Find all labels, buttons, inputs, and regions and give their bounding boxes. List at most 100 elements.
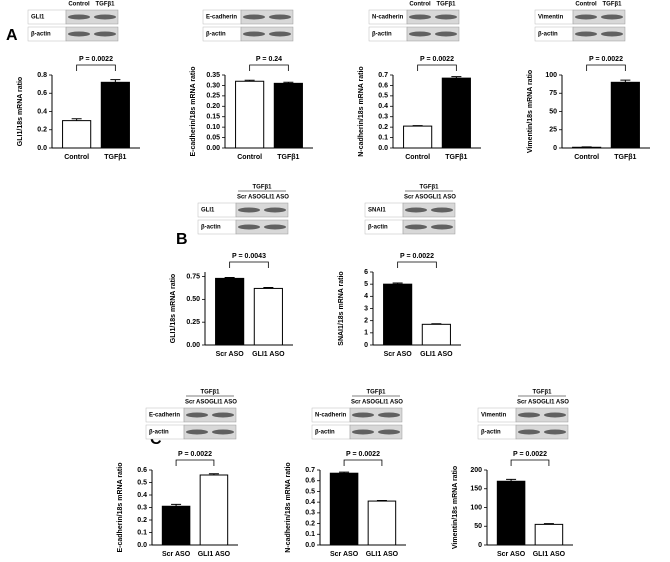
p-value: P = 0.0022 xyxy=(420,56,454,63)
panel-label: A xyxy=(6,27,18,44)
blot-lane-label: Scr ASO xyxy=(237,195,261,201)
y-tick-label: 0.2 xyxy=(305,520,315,527)
blot-row-label: β-actin xyxy=(372,32,392,38)
significance-bracket xyxy=(229,261,269,268)
y-tick-label: 0.35 xyxy=(206,72,220,79)
significance-bracket xyxy=(343,459,383,466)
y-tick-label: 0.25 xyxy=(186,319,200,326)
error-bar xyxy=(376,500,387,502)
blot-row-label: β-actin xyxy=(149,430,169,436)
blot-band xyxy=(243,14,265,20)
blot-band xyxy=(409,14,431,20)
error-bar xyxy=(263,287,274,289)
y-tick-label: 0 xyxy=(364,342,368,349)
blot-row-label: β-actin xyxy=(368,225,388,231)
x-tick-label: Control xyxy=(64,154,89,161)
blot-strip xyxy=(572,26,626,42)
y-axis-label: Vimentin/18s mRNA ratio xyxy=(452,466,459,549)
y-tick-label: 0.2 xyxy=(37,127,47,134)
blot-header: TGFβ1 xyxy=(201,390,221,396)
significance-bracket xyxy=(175,459,215,466)
blot-strip xyxy=(349,407,403,423)
y-tick-label: 100 xyxy=(545,72,557,79)
y-tick-label: 0.0 xyxy=(37,145,47,152)
y-tick-label: 200 xyxy=(470,467,482,474)
y-tick-label: 0.0 xyxy=(378,145,388,152)
y-tick-label: 0.75 xyxy=(186,273,200,280)
y-tick-label: 0.10 xyxy=(206,124,220,131)
blot-lane-label: Scr ASO xyxy=(404,195,428,201)
y-tick-label: 6 xyxy=(364,269,368,276)
blot-row-label: Vimentin xyxy=(481,413,507,419)
blot-header: TGFβ1 xyxy=(420,185,440,191)
x-tick-label: Control xyxy=(237,154,262,161)
y-tick-label: 0.3 xyxy=(137,504,147,511)
y-tick-label: 0.0 xyxy=(137,542,147,549)
y-tick-label: 0.3 xyxy=(305,510,315,517)
error-bar xyxy=(339,471,350,474)
x-tick-label: Control xyxy=(574,154,599,161)
blot-strip xyxy=(572,9,626,25)
x-tick-label: Scr ASO xyxy=(384,351,413,358)
y-tick-label: 0.2 xyxy=(137,517,147,524)
p-value: P = 0.0022 xyxy=(400,253,434,260)
x-tick-label: GLI1 ASO xyxy=(420,351,453,358)
p-value: P = 0.0022 xyxy=(79,56,113,63)
blot-band xyxy=(518,412,540,418)
blot-band xyxy=(68,31,90,37)
blot-lane-label: GLI1 ASO xyxy=(541,400,569,406)
y-tick-label: 0.00 xyxy=(206,145,220,152)
y-tick-label: 25 xyxy=(549,127,557,134)
blot-strip xyxy=(240,26,294,42)
y-tick-label: 0.20 xyxy=(206,103,220,110)
blot-band xyxy=(264,224,286,230)
y-tick-label: 5 xyxy=(364,281,368,288)
y-tick-label: 0.1 xyxy=(137,529,147,536)
x-tick-label: TGFβ1 xyxy=(277,154,299,161)
blot-strip xyxy=(240,9,294,25)
x-tick-label: Scr ASO xyxy=(216,351,245,358)
blot-band xyxy=(212,429,234,435)
y-tick-label: 0.15 xyxy=(206,114,220,121)
error-bar xyxy=(392,282,403,285)
bar xyxy=(161,505,191,546)
significance-bracket xyxy=(249,64,289,71)
p-value: P = 0.0022 xyxy=(346,451,380,458)
bar xyxy=(367,500,397,546)
y-tick-label: 0 xyxy=(478,542,482,549)
y-tick-label: 150 xyxy=(470,486,482,493)
blot-band xyxy=(431,224,453,230)
blot-band xyxy=(378,429,400,435)
y-tick-label: 100 xyxy=(470,504,482,511)
blot-header: TGFβ1 xyxy=(253,185,273,191)
blot-strip xyxy=(406,26,460,42)
blot-row-label: β-actin xyxy=(31,32,51,38)
error-bar xyxy=(171,503,182,507)
y-tick-label: 0.05 xyxy=(206,134,220,141)
error-bar xyxy=(451,76,462,79)
bar xyxy=(215,277,245,346)
blot-strip xyxy=(65,9,119,25)
y-tick-label: 50 xyxy=(549,108,557,115)
blot-band xyxy=(409,31,431,37)
bar xyxy=(610,81,640,149)
y-tick-label: 0.6 xyxy=(37,90,47,97)
y-tick-label: 0.3 xyxy=(378,114,388,121)
blot-row-label: E-cadherin xyxy=(149,413,180,419)
significance-bracket xyxy=(397,261,437,268)
blot-band xyxy=(186,412,208,418)
p-value: P = 0.0022 xyxy=(178,451,212,458)
bar xyxy=(199,474,229,546)
blot-band xyxy=(601,31,623,37)
blot-band xyxy=(269,31,291,37)
blot-lane-label: GLI1 ASO xyxy=(375,400,403,406)
error-bar xyxy=(224,276,235,279)
bar xyxy=(403,125,433,149)
blot-band xyxy=(405,224,427,230)
x-tick-label: Control xyxy=(405,154,430,161)
blot-row-label: GLI1 xyxy=(201,208,215,214)
blot-lane-label: Scr ASO xyxy=(351,400,375,406)
blot-row-label: β-actin xyxy=(481,430,501,436)
bar xyxy=(273,82,303,149)
blot-band xyxy=(544,412,566,418)
